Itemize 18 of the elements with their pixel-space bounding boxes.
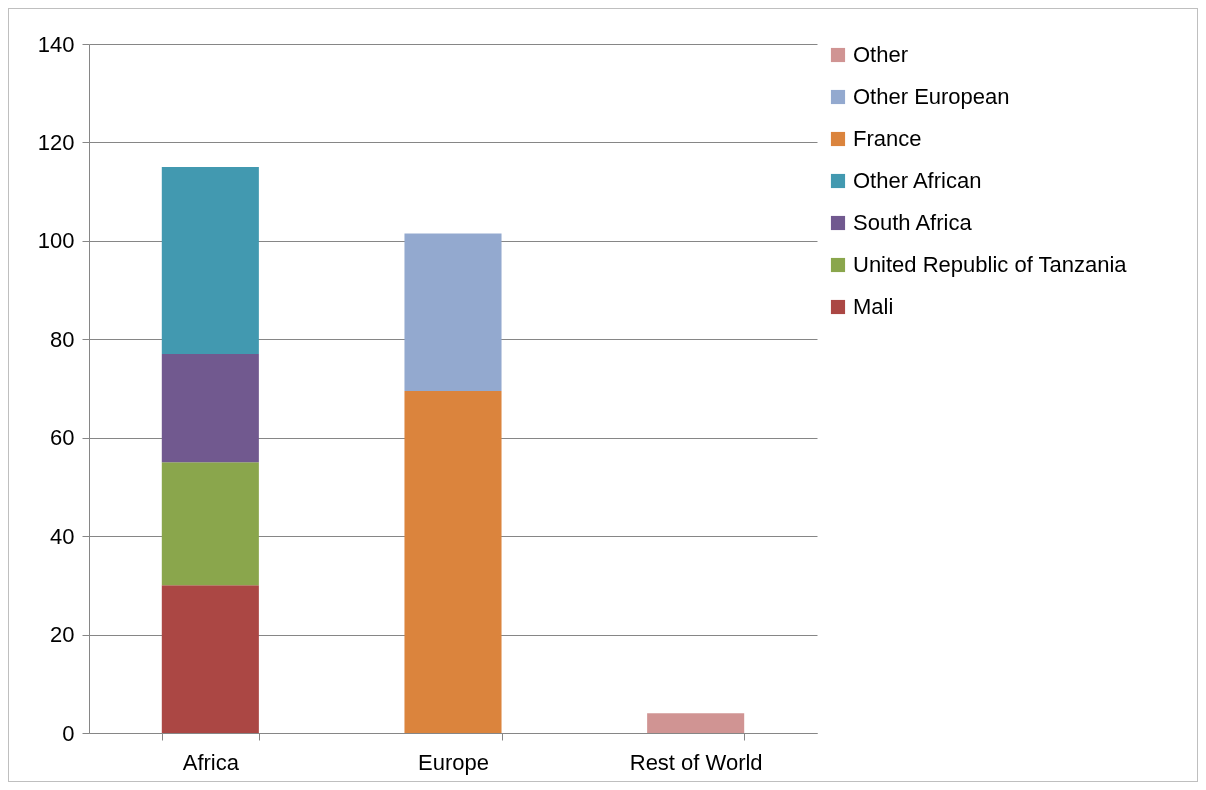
x-tick-label: Rest of World [629, 749, 763, 775]
y-tick-label: 60 [50, 425, 75, 451]
y-tick-label: 140 [37, 31, 75, 57]
y-tick-label: 0 [62, 720, 75, 746]
legend-label: France [853, 126, 922, 151]
x-tick-label: Europe [418, 749, 489, 775]
legend-label: Mali [853, 294, 894, 319]
y-tick-label: 80 [50, 326, 75, 352]
y-tick-label: 20 [50, 622, 75, 648]
legend-label: South Africa [853, 210, 973, 235]
x-tick-label: Africa [182, 749, 240, 775]
y-tick-label: 100 [37, 228, 75, 254]
legend-label: United Republic of Tanzania [853, 252, 1128, 277]
legend-label: Other [853, 42, 909, 67]
legend-label: Other African [853, 168, 982, 193]
y-tick-label: 40 [50, 523, 75, 549]
legend-label: Other European [853, 84, 1010, 109]
y-tick-label: 120 [37, 129, 75, 155]
